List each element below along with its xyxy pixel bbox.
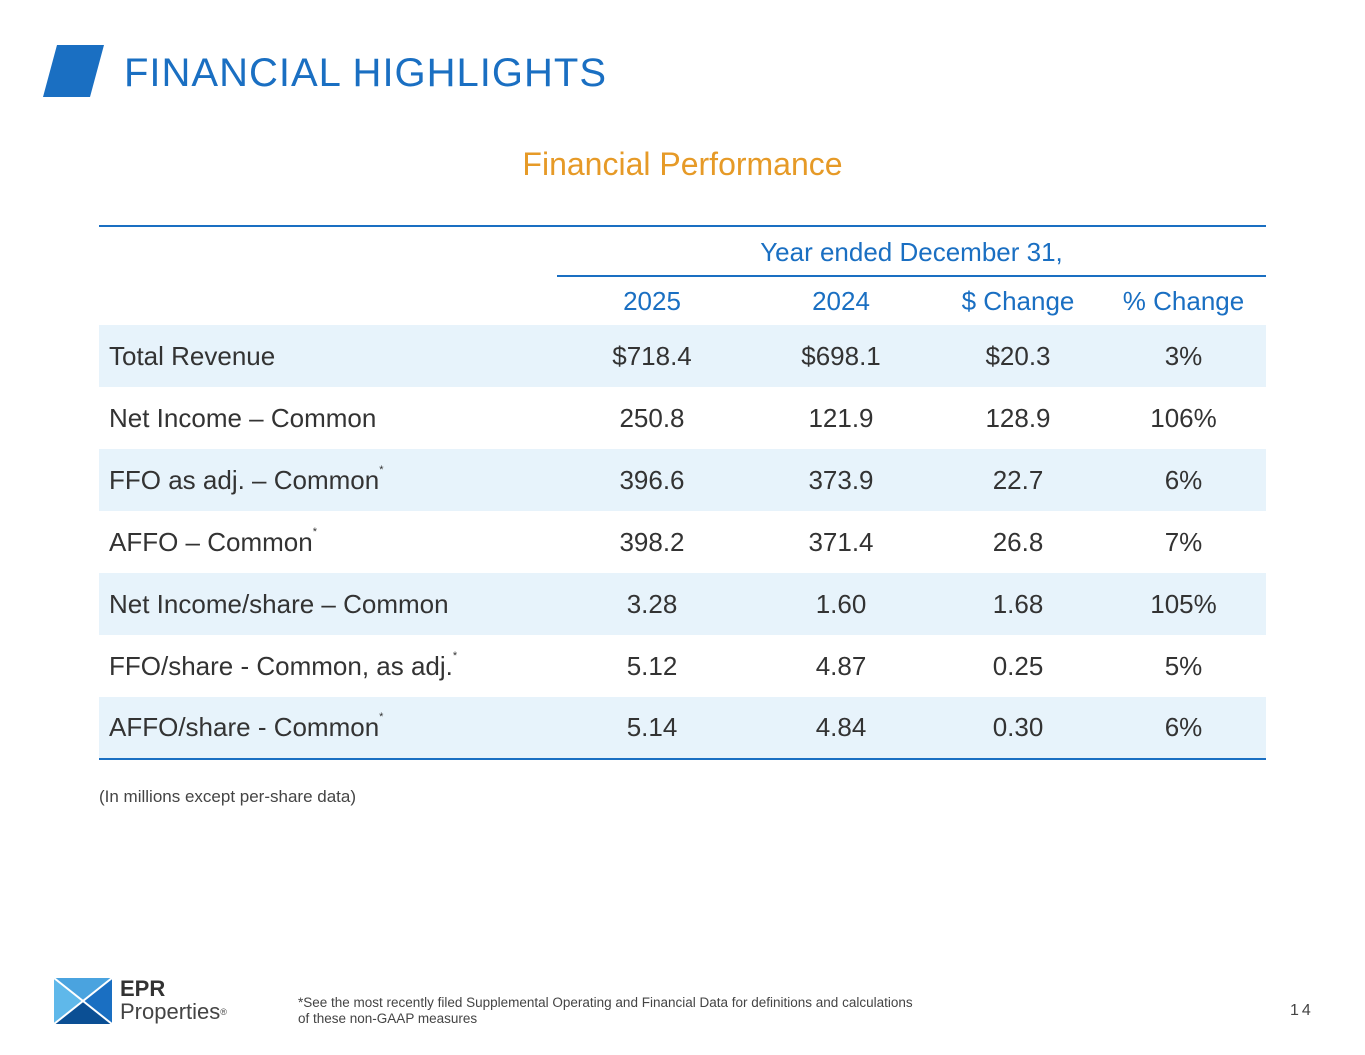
footnote: *See the most recently filed Supplementa… — [298, 995, 913, 1026]
table-cell: $718.4 — [557, 325, 747, 387]
row-label: Total Revenue — [99, 325, 557, 387]
table-row: AFFO/share - Common* 5.14 4.84 0.30 6% — [99, 697, 1266, 760]
table-cell: 3% — [1101, 325, 1266, 387]
row-label: Net Income – Common — [109, 402, 377, 433]
table-row: Total Revenue $718.4 $698.1 $20.3 3% — [99, 325, 1266, 387]
table-cell: $698.1 — [747, 325, 935, 387]
table-cell: 6% — [1101, 449, 1266, 511]
company-logo: EPR Properties® — [54, 977, 254, 1025]
table-cell: 106% — [1150, 402, 1217, 433]
table-cell: $20.3 — [935, 325, 1101, 387]
table-cell: 105% — [1101, 573, 1266, 635]
column-header: % Change — [1122, 285, 1245, 316]
table-cell: 5.12 — [626, 650, 678, 681]
table-cell: 6% — [1101, 697, 1266, 760]
units-note: (In millions except per-share data) — [99, 787, 357, 806]
table-cell: 0.30 — [935, 697, 1101, 760]
table-cell: 121.9 — [808, 402, 874, 433]
table-cell: 0.25 — [992, 650, 1044, 681]
table-cell: 373.9 — [747, 449, 935, 511]
logo-text-properties: Properties® — [120, 999, 227, 1024]
table-cell: 396.6 — [557, 449, 747, 511]
table-top-rule — [99, 225, 1266, 227]
column-header-label — [99, 277, 557, 325]
column-header: $ Change — [961, 285, 1075, 316]
table-cell: 371.4 — [808, 526, 874, 557]
row-label: AFFO/share - Common* — [99, 697, 557, 760]
table-row: Net Income – Common 250.8 121.9 128.9 10… — [99, 387, 1266, 449]
title-accent-shape — [43, 45, 104, 97]
table-cell: 5% — [1164, 650, 1203, 681]
table-row: AFFO – Common* 398.2 371.4 26.8 7% — [99, 511, 1266, 573]
table-cell: 250.8 — [619, 402, 685, 433]
row-label: Net Income/share – Common — [99, 573, 557, 635]
row-label: AFFO – Common* — [109, 525, 317, 557]
table-cell: 26.8 — [992, 526, 1044, 557]
page-title: FINANCIAL HIGHLIGHTS — [124, 51, 608, 95]
table-group-header: Year ended December 31, — [557, 227, 1266, 277]
page-number: 14 — [1290, 1002, 1314, 1019]
table-cell: 128.9 — [985, 402, 1051, 433]
table-row: FFO/share - Common, as adj.* 5.12 4.87 0… — [99, 635, 1266, 697]
epr-logo-icon — [54, 978, 112, 1024]
table-cell: 3.28 — [557, 573, 747, 635]
logo-text-epr: EPR — [120, 976, 166, 1001]
table-cell: 4.87 — [815, 650, 867, 681]
table-cell: 5.14 — [557, 697, 747, 760]
table-cell: 398.2 — [619, 526, 685, 557]
financial-table: Year ended December 31, 2025 2024 $ Chan… — [99, 225, 1266, 760]
column-header: 2024 — [812, 285, 870, 316]
table-cell: 22.7 — [935, 449, 1101, 511]
table-cell: 1.68 — [935, 573, 1101, 635]
row-label: FFO as adj. – Common* — [99, 449, 557, 511]
row-label: FFO/share - Common, as adj.* — [109, 649, 458, 681]
column-header: 2025 — [623, 285, 681, 316]
table-header-row: 2025 2024 $ Change % Change — [99, 277, 1266, 325]
table-cell: 7% — [1164, 526, 1203, 557]
table-row: FFO as adj. – Common* 396.6 373.9 22.7 6… — [99, 449, 1266, 511]
table-cell: 4.84 — [747, 697, 935, 760]
table-cell: 1.60 — [747, 573, 935, 635]
section-title: Financial Performance — [522, 146, 843, 182]
table-row: Net Income/share – Common 3.28 1.60 1.68… — [99, 573, 1266, 635]
